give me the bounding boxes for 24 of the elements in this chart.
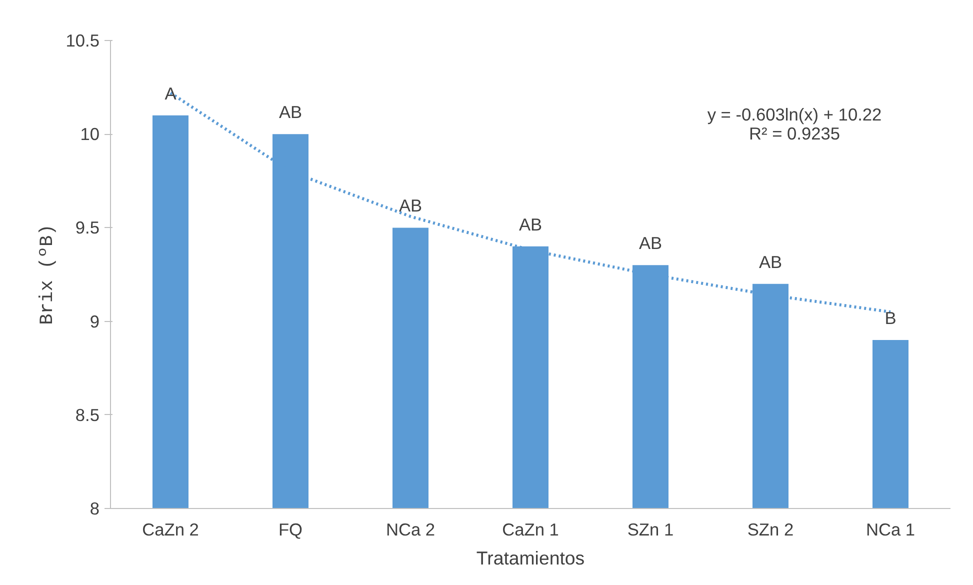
y-tick-label: 9.5 [75, 218, 100, 238]
y-tick-label: 10 [80, 124, 100, 144]
annotation: y = -0.603ln(x) + 10.22 [707, 104, 882, 125]
data-label: AB [758, 252, 782, 272]
x-axis-title: Tratamientos [476, 548, 585, 568]
y-tick-label: 10.5 [66, 30, 100, 50]
x-tick-label: FQ [278, 520, 303, 540]
x-tick-label: NCa 1 [866, 520, 916, 540]
y-axis-title: Brix (ºB) [36, 224, 58, 325]
y-tick-label: 8.5 [75, 404, 100, 425]
data-label: AB [518, 214, 542, 234]
x-tick-label: CaZn 2 [142, 520, 199, 540]
data-label: A [164, 83, 177, 104]
x-tick-label: SZn 1 [627, 520, 674, 540]
data-label: B [884, 308, 896, 328]
x-tick-label: NCa 2 [386, 520, 436, 540]
x-tick-label: SZn 2 [747, 520, 794, 540]
x-tick-label: CaZn 1 [502, 520, 559, 540]
y-tick-label: 9 [90, 311, 100, 332]
data-label: AB [398, 196, 422, 216]
annotation: R² = 0.9235 [748, 123, 840, 144]
data-label: AB [638, 233, 662, 254]
data-label: AB [278, 102, 302, 122]
y-tick-label: 8 [90, 498, 100, 518]
